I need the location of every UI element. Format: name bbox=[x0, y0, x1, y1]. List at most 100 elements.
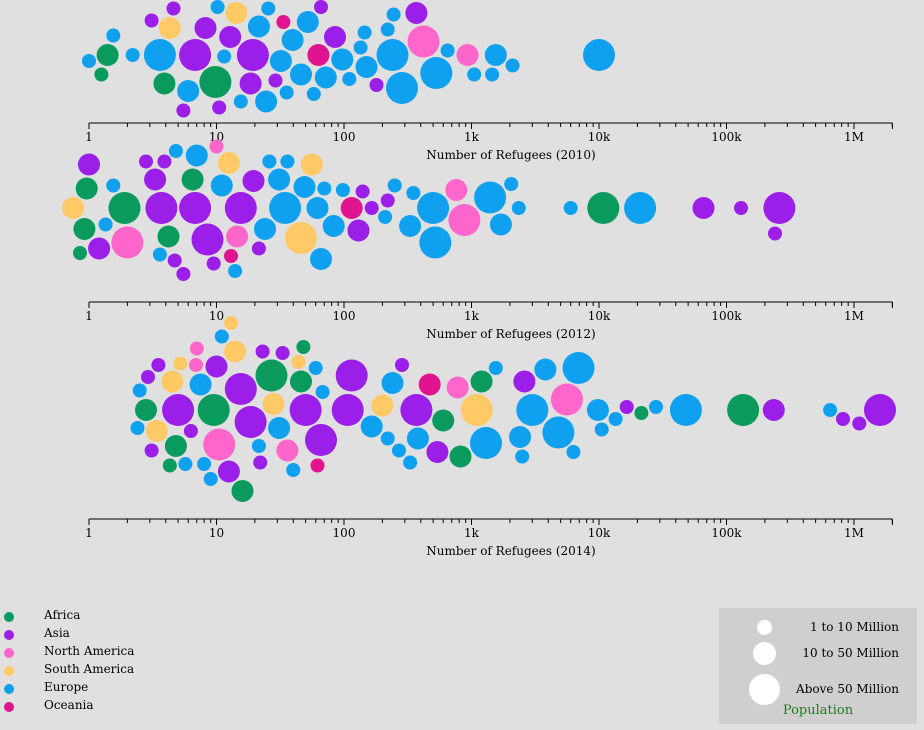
bubble-europe bbox=[417, 192, 450, 224]
bubble-south-america bbox=[224, 340, 247, 363]
bubble-europe bbox=[286, 463, 301, 477]
bubble-africa bbox=[135, 399, 157, 421]
bubble-europe bbox=[342, 72, 357, 86]
legend-item-europe: Europe bbox=[0, 680, 200, 698]
x-tick-label: 100k bbox=[711, 526, 742, 540]
legend-dot-oceania bbox=[4, 702, 14, 712]
bubble-europe bbox=[504, 177, 519, 191]
bubble-africa bbox=[157, 225, 180, 248]
x-tick-label: 10 bbox=[209, 526, 224, 540]
bubble-asia bbox=[88, 237, 111, 260]
bubble-oceania bbox=[418, 373, 441, 396]
bubble-asia bbox=[144, 13, 159, 28]
bubble-south-america bbox=[225, 2, 248, 24]
x-tick-label: 10k bbox=[588, 309, 611, 323]
bubble-asia bbox=[335, 359, 368, 392]
bubble-africa bbox=[153, 72, 176, 95]
bubble-europe bbox=[608, 412, 623, 426]
bubble-asia bbox=[692, 197, 715, 219]
bubble-europe bbox=[178, 457, 193, 471]
bubble-asia bbox=[194, 17, 217, 39]
legend-dot-south-america bbox=[4, 666, 14, 676]
bubble-europe bbox=[470, 427, 502, 459]
bubble-europe bbox=[261, 1, 276, 16]
bubble-asia bbox=[364, 201, 379, 215]
bubble-africa bbox=[162, 458, 177, 473]
bubble-europe bbox=[269, 192, 302, 224]
bubble-europe bbox=[406, 186, 421, 200]
bubble-europe bbox=[228, 264, 243, 278]
bubble-europe bbox=[669, 394, 702, 426]
bubble-europe bbox=[315, 385, 330, 399]
x-tick-label: 1k bbox=[464, 130, 480, 144]
bubble-europe bbox=[210, 174, 233, 197]
x-tick-label: 1M bbox=[844, 309, 864, 323]
bubble-europe bbox=[335, 183, 350, 197]
bubble-oceania bbox=[310, 458, 325, 473]
legend-dot-north-america bbox=[4, 648, 14, 658]
bubble-north-america bbox=[550, 383, 583, 416]
bubble-africa bbox=[231, 480, 254, 502]
legend-label-asia: Asia bbox=[44, 626, 70, 640]
bubble-asia bbox=[251, 241, 266, 256]
bubble-europe bbox=[403, 455, 418, 470]
bubble-south-america bbox=[161, 370, 184, 393]
bubble-europe bbox=[210, 0, 225, 14]
bubble-north-america bbox=[448, 204, 481, 236]
bubble-europe bbox=[583, 39, 615, 71]
bubble-asia bbox=[183, 424, 198, 438]
x-tick-label: 100k bbox=[711, 309, 742, 323]
bubble-africa bbox=[449, 445, 472, 468]
bubble-europe bbox=[132, 383, 147, 398]
bubble-europe bbox=[516, 394, 549, 426]
population-label-large: Above 50 Million bbox=[796, 682, 899, 696]
legend-item-north-america: North America bbox=[0, 644, 200, 662]
bubble-oceania bbox=[307, 44, 330, 66]
bubble-europe bbox=[262, 154, 277, 169]
bubble-europe bbox=[386, 7, 401, 22]
bubble-asia bbox=[179, 39, 212, 71]
bubble-europe bbox=[331, 48, 354, 71]
x-tick-label: 100 bbox=[333, 526, 356, 540]
bubble-europe bbox=[594, 422, 609, 437]
bubble-europe bbox=[280, 154, 295, 169]
bubble-europe bbox=[380, 22, 395, 37]
legend-label-africa: Africa bbox=[44, 608, 81, 622]
bubble-africa bbox=[96, 44, 119, 66]
bubble-europe bbox=[306, 197, 329, 219]
bubble-africa bbox=[255, 359, 288, 392]
bubble-europe bbox=[386, 72, 418, 104]
bubble-europe bbox=[505, 58, 520, 73]
bubble-asia bbox=[768, 226, 782, 241]
bubble-asia bbox=[331, 394, 364, 426]
population-circle-small bbox=[757, 620, 772, 635]
bubble-europe bbox=[308, 361, 323, 375]
bubble-north-america bbox=[111, 226, 144, 259]
bubble-europe bbox=[406, 427, 429, 450]
bubble-asia bbox=[836, 412, 850, 426]
bubble-europe bbox=[387, 178, 402, 193]
bubble-south-america bbox=[217, 152, 240, 174]
legend-item-asia: Asia bbox=[0, 626, 200, 644]
bubble-asia bbox=[255, 344, 270, 359]
bubble-asia bbox=[206, 256, 221, 271]
population-circle-medium bbox=[753, 642, 776, 665]
bubble-asia bbox=[179, 192, 212, 224]
legend-label-oceania: Oceania bbox=[44, 698, 94, 712]
chart-panel-0: 1 10 100 1k 10k 100k 1M Number of Refugees (201… bbox=[82, 0, 893, 162]
bubble-asia bbox=[852, 416, 867, 431]
bubble-europe bbox=[168, 144, 183, 158]
bubble-asia bbox=[355, 184, 370, 199]
bubble-africa bbox=[75, 177, 98, 200]
bubble-europe bbox=[279, 85, 294, 100]
bubble-asia bbox=[763, 192, 796, 224]
x-tick-label: 1k bbox=[464, 309, 480, 323]
x-tick-label: 1 bbox=[85, 130, 93, 144]
bubble-europe bbox=[322, 215, 345, 237]
bubble-europe bbox=[563, 201, 578, 215]
bubble-asia bbox=[176, 103, 191, 118]
bubble-europe bbox=[586, 399, 609, 421]
bubble-europe bbox=[511, 201, 526, 215]
legend-dot-asia bbox=[4, 630, 14, 640]
bubble-south-america bbox=[173, 356, 188, 371]
